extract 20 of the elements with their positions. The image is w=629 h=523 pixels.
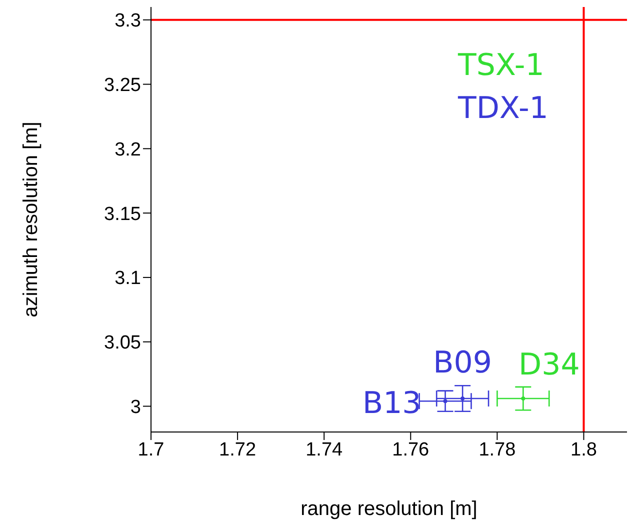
annotation: D34 [518,348,580,383]
x-tick-label: 1.78 [478,439,516,460]
y-tick-label: 3.1 [114,268,141,290]
y-axis-title: azimuth resolution [m] [20,122,42,318]
y-tick-label: 3.3 [114,10,141,32]
x-tick-label: 1.74 [306,439,344,460]
text: TSX-1 [458,47,546,85]
y-tick-label: 3.15 [104,204,141,225]
x-tick-label: 1.7 [138,439,164,460]
x-tick-label: 1.76 [392,439,430,460]
y-tick-label: 3.25 [104,75,141,96]
annotation: B13 [362,386,422,422]
y-tick-label: 3 [130,396,141,418]
x-axis-title: range resolution [m] [300,498,478,520]
x-tick-label: 1.72 [219,439,256,460]
text: TDX-1 [458,90,548,128]
y-tick-label: 3.2 [114,139,141,160]
x-tick-label: 1.8 [570,439,597,460]
annotation: B09 [433,346,492,381]
y-tick-label: 3.05 [104,332,141,354]
